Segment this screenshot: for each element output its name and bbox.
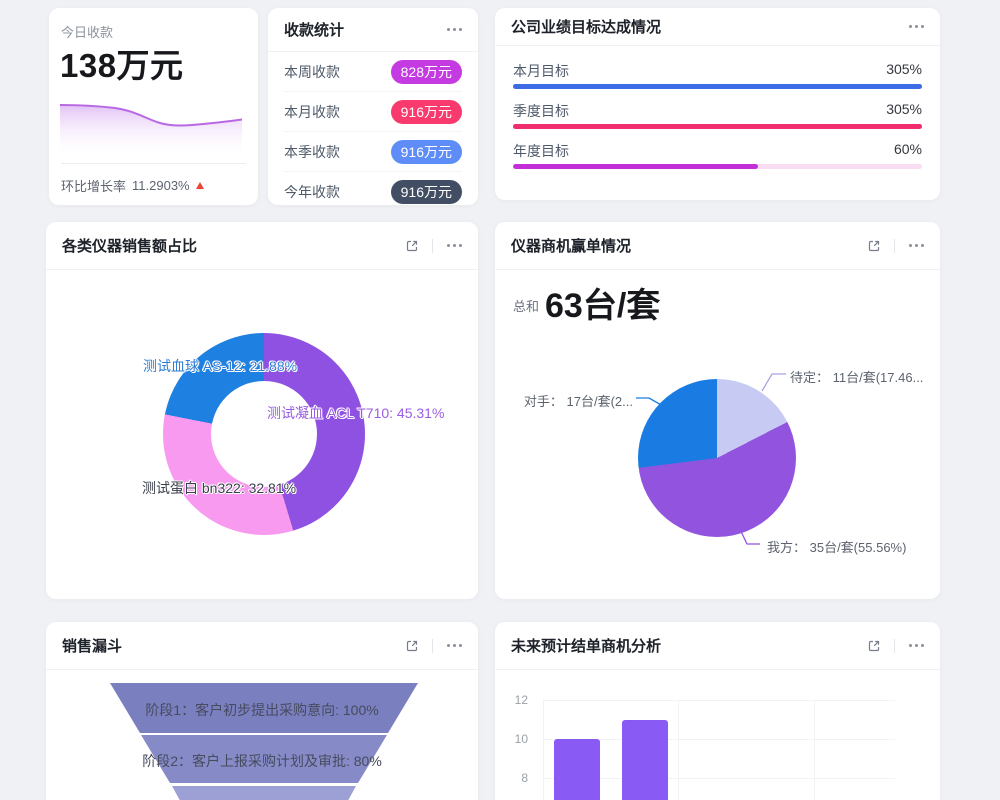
more-icon[interactable] <box>907 240 926 251</box>
stat-value-badge: 916万元 <box>390 99 462 124</box>
stat-row: 本月收款 916万元 <box>284 92 462 132</box>
icon-divider <box>894 238 895 253</box>
more-icon[interactable] <box>907 640 926 651</box>
stat-value-badge: 916万元 <box>390 139 462 164</box>
stat-label: 本季收款 <box>284 143 340 160</box>
card-future-deals: 未来预计结单商机分析 12 10 8 <box>495 622 940 800</box>
trend-up-icon <box>195 182 204 189</box>
progress-bar <box>513 124 922 129</box>
growth-rate-row: 环比增长率 11.2903% <box>61 176 204 195</box>
gridline <box>678 700 679 800</box>
more-icon[interactable] <box>445 240 464 251</box>
card-company-targets: 公司业绩目标达成情况 本月目标 305% 季度目标 305% 年度目标 60% <box>495 8 940 200</box>
progress-fill <box>513 84 922 89</box>
target-label: 季度目标 <box>513 103 569 119</box>
card-today-revenue: 今日收款 138万元 环比增长率 11.2903% <box>49 8 258 205</box>
card-header: 收款统计 <box>268 8 478 52</box>
stats-list: 本周收款 828万元 本月收款 916万元 本季收款 916万元 今年收款 91… <box>268 52 478 205</box>
target-label: 年度目标 <box>513 143 569 159</box>
card-title: 销售漏斗 <box>62 638 123 655</box>
bar <box>622 719 668 800</box>
card-header: 销售漏斗 <box>46 622 478 670</box>
y-axis-tick: 12 <box>514 693 528 707</box>
target-row: 年度目标 60% <box>513 141 922 171</box>
stat-row: 本季收款 916万元 <box>284 132 462 172</box>
donut-hole <box>211 381 317 487</box>
card-title: 收款统计 <box>284 22 345 39</box>
growth-rate-value: 11.2903% <box>132 178 190 193</box>
icon-divider <box>432 638 433 653</box>
target-value: 60% <box>893 141 922 157</box>
target-row: 季度目标 305% <box>513 101 922 131</box>
card-header: 公司业绩目标达成情况 <box>495 8 940 46</box>
pie-slice-label: 对手： 17台/套(2... <box>523 394 633 409</box>
progress-bar <box>513 164 922 169</box>
stat-label: 今年收款 <box>284 183 340 200</box>
stat-label: 本周收款 <box>284 63 340 80</box>
icon-divider <box>432 238 433 253</box>
more-icon[interactable] <box>907 21 926 32</box>
stat-value-badge: 916万元 <box>390 179 462 204</box>
progress-fill <box>513 124 922 129</box>
more-icon[interactable] <box>445 24 464 35</box>
card-header: 未来预计结单商机分析 <box>495 622 940 670</box>
card-collection-stats: 收款统计 本周收款 828万元 本月收款 916万元 本季收款 916万元 今年… <box>268 8 478 205</box>
expand-icon[interactable] <box>404 638 420 654</box>
gridline <box>543 700 544 800</box>
donut-slice-label: 测试蛋白 bn322: 32.81% <box>142 480 297 496</box>
total-label: 总和 <box>513 299 540 314</box>
more-icon[interactable] <box>445 640 464 651</box>
funnel-stage-label: 阶段2：客户上报采购计划及审批: 80% <box>142 753 382 769</box>
gridline <box>543 739 895 740</box>
donut-slice-label: 测试血球 AS-12: 21.88% <box>143 358 298 374</box>
funnel-chart <box>110 683 418 800</box>
target-value: 305% <box>886 101 922 117</box>
card-title: 公司业绩目标达成情况 <box>511 19 662 36</box>
expand-icon[interactable] <box>866 638 882 654</box>
card-sales-funnel: 销售漏斗 阶段1：客户初步提出采购意向: 100% 阶段2：客户上报采购计划及审… <box>46 622 478 800</box>
icon-divider <box>894 638 895 653</box>
donut-slice-label: 测试凝血 ACL T710: 45.31% <box>267 405 445 421</box>
card-header: 仪器商机赢单情况 <box>495 222 940 270</box>
card-instrument-sales-share: 各类仪器销售额占比 测试凝血 ACL T710: 45.31% 测试蛋白 bn3… <box>46 222 478 599</box>
stat-label: 本月收款 <box>284 103 340 120</box>
bar <box>554 739 600 800</box>
target-label: 本月目标 <box>513 63 569 79</box>
total-value: 63台/套 <box>545 287 661 325</box>
target-row: 本月目标 305% <box>513 61 922 91</box>
progress-bar <box>513 84 922 89</box>
gridline <box>543 778 895 779</box>
funnel-stage-label: 阶段1：客户初步提出采购意向: 100% <box>145 702 379 718</box>
progress-fill <box>513 164 759 169</box>
gridline <box>543 700 895 701</box>
pie-leader-lines <box>636 373 786 545</box>
pie-slice-label: 我方： 35台/套(55.56%) <box>767 540 907 555</box>
target-value: 305% <box>886 61 922 77</box>
area-sparkline-chart <box>60 104 242 158</box>
today-revenue-label: 今日收款 <box>61 25 114 40</box>
expand-icon[interactable] <box>404 238 420 254</box>
today-revenue-value: 138万元 <box>60 47 184 84</box>
card-header: 各类仪器销售额占比 <box>46 222 478 270</box>
card-title: 仪器商机赢单情况 <box>511 238 632 255</box>
y-axis-tick: 10 <box>514 732 528 746</box>
expand-icon[interactable] <box>866 238 882 254</box>
pie-chart <box>638 379 796 537</box>
stat-row: 今年收款 916万元 <box>284 172 462 205</box>
growth-rate-label: 环比增长率 <box>61 179 127 194</box>
card-title: 未来预计结单商机分析 <box>511 638 662 655</box>
gridline <box>814 700 815 800</box>
stat-row: 本周收款 828万元 <box>284 52 462 92</box>
divider <box>61 163 246 164</box>
card-title: 各类仪器销售额占比 <box>62 238 198 255</box>
card-opportunity-win: 仪器商机赢单情况 总和 63台/套 待定： 11台/套(17.46... 对手：… <box>495 222 940 599</box>
y-axis-tick: 8 <box>521 771 528 785</box>
stat-value-badge: 828万元 <box>390 59 462 84</box>
pie-slice-label: 待定： 11台/套(17.46... <box>790 370 924 385</box>
